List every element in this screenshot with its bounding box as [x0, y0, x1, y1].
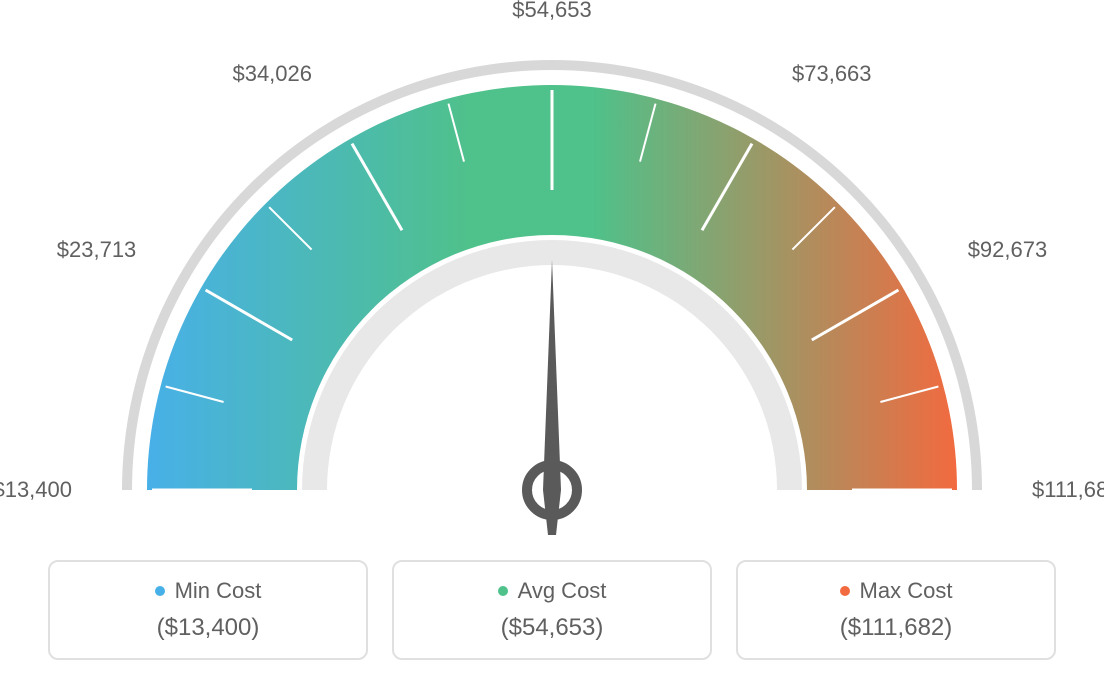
legend-label-max: Max Cost — [860, 578, 953, 604]
legend-dot-max — [840, 586, 850, 596]
gauge-tick-label: $73,663 — [792, 61, 872, 87]
legend-card-max: Max Cost ($111,682) — [736, 560, 1056, 660]
legend-dot-min — [155, 586, 165, 596]
legend-label-avg: Avg Cost — [518, 578, 607, 604]
legend-label-min: Min Cost — [175, 578, 262, 604]
legend-value-avg: ($54,653) — [501, 614, 604, 642]
legend-row: Min Cost ($13,400) Avg Cost ($54,653) Ma… — [0, 560, 1104, 660]
legend-value-max: ($111,682) — [840, 614, 953, 642]
legend-title-max: Max Cost — [840, 578, 953, 604]
legend-title-min: Min Cost — [155, 578, 262, 604]
gauge-tick-label: $54,653 — [512, 0, 592, 23]
gauge-tick-label: $92,673 — [968, 237, 1048, 263]
gauge-svg — [0, 0, 1104, 540]
gauge-needle — [543, 260, 561, 535]
gauge-tick-label: $34,026 — [232, 61, 312, 87]
legend-dot-avg — [498, 586, 508, 596]
legend-value-min: ($13,400) — [157, 614, 260, 642]
gauge-tick-label: $111,682 — [1032, 477, 1104, 503]
gauge-tick-label: $13,400 — [0, 477, 72, 503]
legend-title-avg: Avg Cost — [498, 578, 607, 604]
gauge-tick-label: $23,713 — [57, 237, 137, 263]
legend-card-avg: Avg Cost ($54,653) — [392, 560, 712, 660]
legend-card-min: Min Cost ($13,400) — [48, 560, 368, 660]
gauge-container: $13,400 $23,713 $34,026 $54,653 $73,663 $92,6… — [0, 0, 1104, 540]
